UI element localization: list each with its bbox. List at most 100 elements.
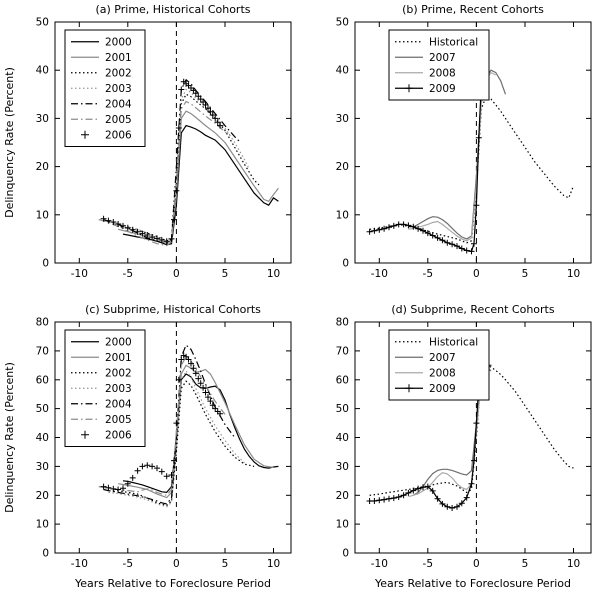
legend-entry-label: 2002: [105, 67, 132, 79]
series-markers-2006: [100, 78, 224, 245]
y-tick-label: 0: [42, 548, 49, 560]
x-tick-label: -5: [423, 558, 433, 570]
legend-entry-label: 2001: [105, 52, 132, 64]
legend-plus-marker-icon: [405, 384, 413, 393]
panel-title: (c) Subprime, Historical Cohorts: [85, 303, 261, 316]
y-tick-label: 20: [36, 161, 49, 173]
legend-entry-label: 2005: [105, 114, 132, 126]
y-tick-label: 0: [342, 258, 349, 270]
legend-entry-label: 2006: [105, 429, 132, 441]
y-tick-label: 50: [36, 403, 49, 415]
legend-entry-label: 2006: [105, 129, 132, 141]
y-tick-label: 30: [36, 113, 49, 125]
legend-box: [64, 29, 146, 147]
y-tick-label: 30: [336, 461, 349, 473]
x-tick-label: 5: [522, 558, 529, 570]
legend-plus-marker-icon: [81, 430, 89, 439]
x-tick-label: 10: [567, 268, 580, 280]
x-tick-label: 5: [522, 268, 529, 280]
y-tick-label: 40: [336, 65, 349, 77]
series-line-2004: [103, 78, 240, 245]
legend-entry-label: 2003: [105, 383, 132, 395]
x-tick-label: 5: [222, 558, 229, 570]
y-tick-label: 20: [336, 490, 349, 502]
series-markers-2009: [366, 81, 485, 255]
x-tick-label: -5: [423, 268, 433, 280]
panel-subprime-historical: -10 -5 0 5 10 0 10 20 30 40 50 60 70 80 2000 2001 2002 20…: [3, 303, 292, 590]
x-tick-label: -5: [123, 268, 133, 280]
y-tick-label: 80: [36, 317, 49, 329]
panel-title: (d) Subprime, Recent Cohorts: [391, 303, 554, 316]
legend-entry-label: 2009: [429, 83, 456, 95]
legend-entry-label: 2009: [429, 383, 456, 395]
y-tick-label: 10: [36, 519, 49, 531]
y-tick-label: 60: [336, 374, 349, 386]
y-tick-label: 40: [336, 432, 349, 444]
x-tick-label: -5: [123, 558, 133, 570]
legend-entry-label: 2004: [105, 98, 132, 110]
y-tick-label: 20: [336, 161, 349, 173]
y-tick-label: 70: [36, 345, 49, 357]
y-tick-label: 10: [336, 209, 349, 221]
x-tick-label: -10: [71, 558, 88, 570]
y-tick-label: 20: [36, 490, 49, 502]
panel-title: (a) Prime, Historical Cohorts: [95, 3, 250, 16]
x-tick-label: -10: [371, 268, 388, 280]
y-tick-label: 80: [336, 317, 349, 329]
x-tick-label: 0: [173, 268, 180, 280]
series-line-2002: [113, 93, 260, 242]
x-tick-label: -10: [71, 268, 88, 280]
y-tick-label: 10: [336, 519, 349, 531]
x-tick-label: -10: [371, 558, 388, 570]
legend-plus-marker-icon: [405, 84, 413, 93]
legend-entry-label: Historical: [429, 336, 478, 348]
series-line-2005: [98, 100, 231, 247]
legend-box: [64, 329, 146, 447]
y-tick-label: 50: [336, 17, 349, 29]
x-tick-label: 0: [473, 268, 480, 280]
legend-entry-label: 2005: [105, 414, 132, 426]
y-tick-label: 30: [36, 461, 49, 473]
y-tick-label: 10: [36, 209, 49, 221]
panel-prime-historical: -10 -5 0 5 10 0 10 20 30 40 50 2000 2001 2002 2003 2004…: [3, 3, 292, 280]
x-tick-label: 10: [267, 558, 280, 570]
legend-entry-label: 2003: [105, 83, 132, 95]
legend-entry-label: 2007: [429, 352, 456, 364]
panel-prime-recent: -10 -5 0 5 10 0 10 20 30 40 50 Historical 2007 2008 20…: [336, 3, 592, 280]
panel-subprime-recent: -10 -5 0 5 10 0 10 20 30 40 50 60 70 80 Historical 2007…: [336, 303, 592, 590]
y-tick-label: 30: [336, 113, 349, 125]
legend-entry-label: 2004: [105, 398, 132, 410]
x-tick-label: 10: [567, 558, 580, 570]
legend-entry-label: 2000: [105, 36, 132, 48]
x-tick-label: 0: [173, 558, 180, 570]
legend-entry-label: 2008: [429, 67, 456, 79]
y-tick-label: 0: [42, 258, 49, 270]
x-tick-label: 0: [473, 558, 480, 570]
x-tick-label: 5: [222, 268, 229, 280]
series-line-2002: [113, 380, 255, 507]
y-tick-label: 40: [36, 432, 49, 444]
series-line-2007: [413, 69, 507, 240]
y-tick-label: 60: [36, 374, 49, 386]
series-line-2004: [103, 344, 236, 505]
legend-entry-label: 2008: [429, 367, 456, 379]
series-line-2003: [108, 370, 245, 508]
legend-entry-label: 2007: [429, 52, 456, 64]
y-tick-label: 0: [342, 548, 349, 560]
x-tick-label: 10: [267, 268, 280, 280]
y-axis-label: Delinquency Rate (Percent): [3, 67, 16, 218]
panel-title: (b) Prime, Recent Cohorts: [402, 3, 544, 16]
x-axis-label: Years Relative to Foreclosure Period: [374, 577, 571, 590]
y-axis-label: Delinquency Rate (Percent): [3, 362, 16, 513]
y-tick-label: 40: [36, 65, 49, 77]
legend-entry-label: 2001: [105, 352, 132, 364]
legend-entry-label: 2000: [105, 336, 132, 348]
y-tick-label: 70: [336, 345, 349, 357]
y-tick-label: 50: [36, 17, 49, 29]
legend-entry-label: Historical: [429, 36, 478, 48]
y-tick-label: 50: [336, 403, 349, 415]
series-line-2005: [98, 355, 226, 496]
legend-plus-marker-icon: [81, 130, 89, 139]
series-markers-2006: [100, 352, 224, 493]
